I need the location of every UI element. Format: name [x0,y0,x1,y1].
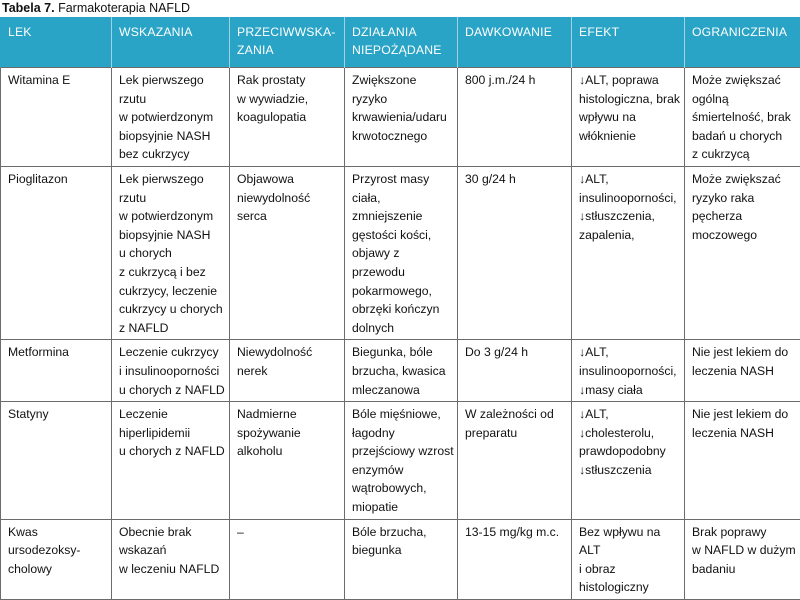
header-dzialania-niepozadane: DZIAŁANIA NIEPOŻĄDANE [345,17,458,68]
table-header-row: LEK WSKAZANIA PRZECIWWSKA- ZANIA DZIAŁAN… [1,17,800,68]
cell-dzialania: Bóle brzucha, biegunka [345,519,458,599]
cell-dawkowanie: 13-15 mg/kg m.c. [458,519,572,599]
table-row: Pioglitazon Lek pierwszego rzutu w potwi… [1,166,800,339]
cell-dawkowanie: 800 j.m./24 h [458,68,572,167]
cell-wskazania: Leczenie cukrzycy i insulinooporności u … [112,340,230,402]
cell-ograniczenia: Nie jest lekiem do leczenia NASH [685,402,800,520]
cell-ograniczenia: Może zwiększać ryzyko raka pęcherza mocz… [685,166,800,339]
cell-efekt: ↓ALT, insulinooporności, ↓stłuszczenia, … [572,166,685,339]
cell-wskazania: Leczenie hiperlipidemii u chorych z NAFL… [112,402,230,520]
cell-ograniczenia: Brak poprawy w NAFLD w dużym badaniu [685,519,800,599]
cell-efekt: ↓ALT, poprawa histologiczna, brak wpływu… [572,68,685,167]
cell-dzialania: Biegunka, bóle brzucha, kwasica mleczano… [345,340,458,402]
header-dawkowanie: DAWKOWANIE [458,17,572,68]
cell-lek: Pioglitazon [1,166,112,339]
cell-lek: Kwas ursodezoksy- cholowy [1,519,112,599]
table-row: Witamina E Lek pierwszego rzutu w potwie… [1,68,800,167]
cell-efekt: Bez wpływu na ALT i obraz histologiczny [572,519,685,599]
table-caption: Tabela 7. Farmakoterapia NAFLD [0,0,800,17]
cell-dzialania: Zwiększone ryzyko krwawienia/udaru krwot… [345,68,458,167]
cell-lek: Witamina E [1,68,112,167]
table-row: Statyny Leczenie hiperlipidemii u choryc… [1,402,800,520]
cell-efekt: ↓ALT, insulinooporności, ↓masy ciała [572,340,685,402]
cell-dawkowanie: W zależności od preparatu [458,402,572,520]
cell-przeciwwskazania: Objawowa niewydolność serca [230,166,345,339]
cell-wskazania: Lek pierwszego rzutu w potwierdzonym bio… [112,68,230,167]
cell-wskazania: Obecnie brak wskazań w leczeniu NAFLD [112,519,230,599]
cell-wskazania: Lek pierwszego rzutu w potwierdzonym bio… [112,166,230,339]
cell-efekt: ↓ALT, ↓cholesterolu, prawdopodobny ↓stłu… [572,402,685,520]
header-lek: LEK [1,17,112,68]
cell-dawkowanie: Do 3 g/24 h [458,340,572,402]
cell-ograniczenia: Nie jest lekiem do leczenia NASH [685,340,800,402]
cell-przeciwwskazania: – [230,519,345,599]
header-przeciwwskazania: PRZECIWWSKA- ZANIA [230,17,345,68]
header-ograniczenia: OGRANICZENIA [685,17,800,68]
cell-dawkowanie: 30 g/24 h [458,166,572,339]
cell-przeciwwskazania: Nadmierne spożywanie alkoholu [230,402,345,520]
cell-lek: Statyny [1,402,112,520]
cell-ograniczenia: Może zwiększać ogólną śmiertelność, brak… [685,68,800,167]
cell-przeciwwskazania: Rak prostaty w wywiadzie, koagulopatia [230,68,345,167]
header-efekt: EFEKT [572,17,685,68]
table-row: Kwas ursodezoksy- cholowy Obecnie brak w… [1,519,800,599]
caption-label: Tabela 7. [2,1,55,15]
pharmacotherapy-table: LEK WSKAZANIA PRZECIWWSKA- ZANIA DZIAŁAN… [0,17,800,600]
table-row: Metformina Leczenie cukrzycy i insulinoo… [1,340,800,402]
cell-lek: Metformina [1,340,112,402]
cell-przeciwwskazania: Niewydolność nerek [230,340,345,402]
caption-title: Farmakoterapia NAFLD [58,1,190,15]
cell-dzialania: Bóle mięśniowe, łagodny przejściowy wzro… [345,402,458,520]
cell-dzialania: Przyrost masy ciała, zmniejszenie gęstoś… [345,166,458,339]
header-wskazania: WSKAZANIA [112,17,230,68]
